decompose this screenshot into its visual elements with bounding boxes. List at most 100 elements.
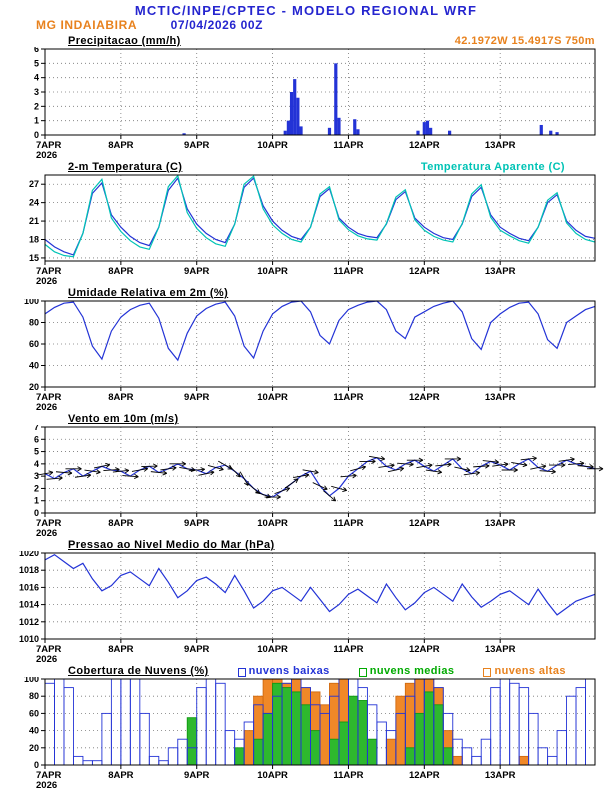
y-tick-label: 1012 bbox=[19, 617, 39, 627]
nuvens-medias-bar bbox=[262, 712, 274, 766]
nuvens-medias-bar bbox=[414, 712, 425, 766]
x-tick-label: 13APR bbox=[485, 644, 516, 655]
wind-barb-head bbox=[235, 475, 241, 478]
wind-barb-head bbox=[475, 470, 480, 473]
wind-barb-head bbox=[153, 465, 158, 469]
nuvens-baixas-bar bbox=[63, 687, 74, 766]
nuvens-baixas-bar bbox=[120, 678, 131, 766]
wind-barb-head bbox=[48, 470, 54, 473]
x-tick-sublabel: 2026 bbox=[36, 780, 57, 789]
y-tick-label: 7 bbox=[34, 425, 39, 432]
plot-frame bbox=[44, 300, 596, 388]
nuvens-baixas-bar bbox=[110, 678, 122, 766]
wind-barb-head bbox=[305, 474, 310, 478]
wind-barb-head bbox=[409, 464, 414, 467]
wind-barb-head bbox=[77, 468, 82, 472]
wind-barb-head bbox=[276, 494, 281, 498]
wind-barb-head bbox=[124, 470, 130, 474]
wind-barb-head bbox=[162, 470, 168, 474]
y-tick-label: 80 bbox=[29, 691, 39, 701]
nuvens-medias-bar bbox=[423, 691, 435, 766]
wind-barb-head bbox=[560, 462, 566, 466]
nuvens-baixas-label: nuvens baixas bbox=[248, 665, 330, 677]
nuvens-baixas-swatch-icon bbox=[237, 668, 246, 677]
wind-barb bbox=[323, 490, 336, 502]
nuvens-medias-bar bbox=[281, 687, 293, 766]
Vento-line bbox=[44, 457, 596, 498]
wind-barb-head bbox=[475, 472, 480, 476]
wind-barb bbox=[387, 467, 404, 473]
wind-barb-head bbox=[466, 467, 471, 471]
x-tick-label: 12APR bbox=[409, 140, 440, 151]
precip-bar bbox=[337, 117, 341, 135]
page-title: MCTIC/INPE/CPTEC - MODELO REGIONAL WRF bbox=[134, 3, 478, 18]
nuvens-baixas-bar bbox=[129, 678, 141, 766]
y-tick-label: 5 bbox=[34, 58, 39, 68]
nuvens-medias-bar bbox=[310, 730, 321, 766]
wind-barb-head bbox=[324, 485, 328, 490]
x-tick-label: 9APR bbox=[184, 644, 209, 655]
wind-barb bbox=[520, 457, 537, 461]
wind-barb-head bbox=[504, 463, 509, 468]
temperature-title: 2-m Temperatura (C) bbox=[68, 161, 183, 173]
wind-barb bbox=[55, 471, 72, 474]
x-tick-label: 9APR bbox=[184, 392, 209, 403]
nuvens-medias-bar bbox=[234, 747, 245, 766]
y-tick-label: 1018 bbox=[19, 565, 39, 575]
x-tick-label: 11APR bbox=[333, 644, 363, 655]
nuvens-baixas-bar bbox=[72, 755, 84, 766]
wind-barb-head bbox=[181, 461, 186, 465]
plot-frame bbox=[44, 174, 596, 262]
x-tick-label: 7APR bbox=[36, 770, 61, 781]
x-tick-label: 7APR bbox=[36, 140, 61, 151]
wind-barb-head bbox=[456, 458, 461, 462]
x-tick-label: 8APR bbox=[108, 392, 133, 403]
precip-bar bbox=[289, 92, 294, 135]
nuvens-altas-bar bbox=[385, 738, 397, 766]
x-tick-sublabel: 2026 bbox=[36, 402, 57, 411]
nuvens-baixas-bar bbox=[585, 678, 596, 766]
precip-bar bbox=[422, 122, 426, 135]
wind-barb bbox=[141, 465, 158, 468]
y-tick-label: 21 bbox=[29, 216, 39, 226]
wind-barb-head bbox=[276, 496, 281, 500]
wind-barb-head bbox=[286, 487, 290, 492]
nuvens-medias-bar bbox=[329, 738, 340, 766]
y-tick-label: 4 bbox=[34, 73, 39, 83]
wind-barb bbox=[463, 472, 480, 476]
nuvens-baixas-bar bbox=[44, 682, 55, 766]
clouds-panel: Cobertura de Nuvens (%) nuvens baixas nu… bbox=[0, 663, 612, 789]
wind-barb-head bbox=[106, 464, 111, 468]
wind-title: Vento em 10m (m/s) bbox=[68, 413, 179, 425]
wind-barb-head bbox=[371, 461, 376, 464]
y-tick-label: 1016 bbox=[19, 582, 39, 592]
Umidade Relativa-line bbox=[44, 300, 596, 362]
precip-bar bbox=[447, 130, 452, 135]
wind-barb bbox=[179, 466, 196, 471]
wind-barb-head bbox=[162, 472, 167, 476]
y-tick-label: 20 bbox=[29, 382, 39, 392]
x-tick-sublabel: 2026 bbox=[36, 276, 57, 285]
wind-barb bbox=[239, 471, 249, 486]
wind-barb-head bbox=[134, 476, 139, 479]
wind-barb-head bbox=[313, 472, 319, 475]
nuvens-altas-bar bbox=[518, 755, 530, 766]
wind-barb-head bbox=[560, 464, 566, 468]
humidity-title: Umidade Relativa em 2m (%) bbox=[68, 287, 229, 299]
wind-barb-head bbox=[532, 457, 537, 462]
precip-title: Precipitacao (mm/h) bbox=[68, 35, 181, 47]
wind-barb-head bbox=[522, 464, 528, 468]
nuvens-medias-bar bbox=[253, 738, 264, 766]
precip-bar bbox=[356, 129, 360, 135]
nuvens-baixas-bar bbox=[575, 687, 586, 766]
wind-barb-head bbox=[390, 464, 395, 469]
y-tick-label: 4 bbox=[34, 459, 39, 469]
y-tick-label: 40 bbox=[29, 361, 39, 371]
nuvens-medias-bar bbox=[338, 721, 349, 766]
temperature-panel: 2-m Temperatura (C) Temperatura Aparente… bbox=[0, 159, 612, 285]
wind-barb-head bbox=[428, 464, 433, 469]
